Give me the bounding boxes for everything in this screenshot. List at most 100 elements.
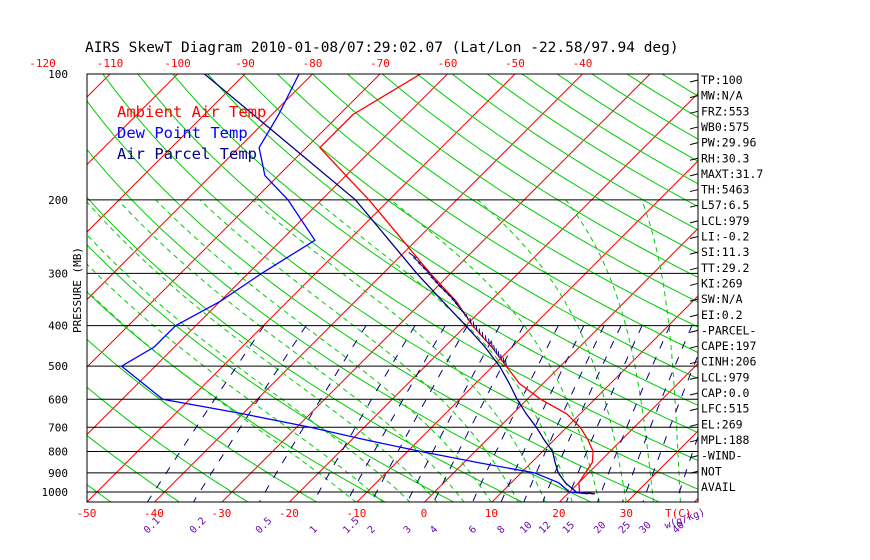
dry-adiabat-line bbox=[137, 74, 698, 462]
mixing-ratio-line bbox=[370, 325, 468, 502]
dry-adiabat-line bbox=[276, 74, 698, 354]
pressure-tick-label: 800 bbox=[48, 445, 68, 458]
index-tick bbox=[689, 329, 699, 333]
dry-adiabat-line bbox=[207, 74, 698, 406]
cape-hatch bbox=[442, 289, 452, 297]
cape-hatch bbox=[454, 302, 461, 309]
index-tick bbox=[689, 220, 699, 224]
cape-hatch bbox=[481, 331, 484, 339]
index-label: CAP:0.0 bbox=[701, 386, 750, 400]
mixing-ratio-line bbox=[406, 325, 501, 502]
index-tick bbox=[689, 236, 699, 239]
bottom-temp-tick-label: -40 bbox=[144, 507, 164, 520]
isotherm-line bbox=[221, 74, 651, 502]
bottom-temp-tick-label: 0 bbox=[421, 507, 428, 520]
series-line bbox=[318, 74, 595, 495]
cape-hatch bbox=[413, 257, 422, 264]
cape-hatch bbox=[426, 271, 435, 279]
mixing-ratio-line bbox=[523, 325, 605, 502]
isotherm-line bbox=[87, 74, 246, 233]
dry-adiabat-line bbox=[311, 74, 698, 328]
mixing-ratio-line bbox=[346, 325, 446, 502]
cape-hatch bbox=[438, 285, 447, 293]
index-label: FRZ:553 bbox=[701, 104, 750, 118]
dry-adiabat-line bbox=[734, 55, 870, 503]
index-tick bbox=[689, 282, 699, 286]
index-label: LFC:515 bbox=[701, 402, 749, 416]
moist-adiabat-line bbox=[565, 199, 654, 502]
dry-adiabat-line bbox=[102, 74, 698, 490]
cape-hatch bbox=[430, 276, 439, 284]
legend-entry: Ambient Air Temp bbox=[117, 103, 266, 121]
isotherm-line bbox=[153, 74, 584, 502]
isotherm-line bbox=[87, 74, 179, 166]
legend-entry: Air Parcel Temp bbox=[117, 145, 257, 163]
cape-hatch bbox=[422, 267, 431, 274]
mixing-ratio-label: 25 bbox=[617, 520, 633, 536]
index-tick bbox=[689, 361, 699, 365]
index-label: NOT bbox=[701, 464, 722, 478]
sounding-lines bbox=[120, 74, 595, 495]
index-tick bbox=[689, 455, 699, 459]
mixing-ratio-line bbox=[500, 325, 585, 502]
mixing-ratio-label: 30 bbox=[637, 520, 653, 536]
moist-adiabat-line bbox=[390, 199, 600, 502]
cape-hatch bbox=[408, 251, 417, 259]
index-label: CINH:206 bbox=[701, 355, 756, 369]
mixing-ratio-label: 20 bbox=[592, 520, 608, 536]
bottom-temp-tick-label: -10 bbox=[346, 507, 366, 520]
top-temp-tick-label: -50 bbox=[505, 57, 525, 70]
index-label: LCL:979 bbox=[701, 370, 750, 384]
moist-adiabat-line bbox=[87, 234, 411, 502]
bottom-temp-tick-label: 10 bbox=[485, 507, 498, 520]
index-label: TT:29.2 bbox=[701, 261, 749, 275]
index-tick bbox=[689, 189, 699, 193]
cape-hatch bbox=[497, 351, 500, 358]
top-temp-tick-label: -110 bbox=[97, 57, 124, 70]
index-label: -PARCEL- bbox=[701, 323, 756, 337]
cape-hatch bbox=[478, 328, 481, 335]
mixing-ratio-label: 0.2 bbox=[188, 516, 209, 537]
mixing-ratio-label: 2 bbox=[366, 524, 378, 536]
index-label: AVAIL bbox=[701, 480, 736, 494]
top-temp-tick-label: -40 bbox=[573, 57, 593, 70]
top-temp-tick-label: -60 bbox=[438, 57, 458, 70]
index-label: WB0:575 bbox=[701, 120, 749, 134]
top-temp-tick-label: -80 bbox=[303, 57, 323, 70]
index-tick bbox=[689, 470, 699, 474]
index-label: LI:-0.2 bbox=[701, 230, 749, 244]
moist-adiabat-line bbox=[87, 263, 384, 502]
dry-adiabat-line bbox=[835, 55, 870, 503]
index-tick bbox=[689, 95, 699, 99]
dry-adiabat-line bbox=[87, 244, 455, 502]
isotherm-line bbox=[491, 295, 698, 502]
y-axis-label: PRESSURE (MB) bbox=[71, 247, 84, 333]
index-label: MPL:188 bbox=[701, 433, 750, 447]
dry-adiabat-line bbox=[241, 74, 698, 380]
pressure-tick-label: 600 bbox=[48, 393, 68, 406]
mixing-ratio-line bbox=[312, 325, 416, 502]
isotherm-line bbox=[356, 160, 698, 502]
index-tick bbox=[689, 79, 699, 83]
mixing-ratio-label: 3 bbox=[402, 524, 414, 536]
index-tick bbox=[689, 173, 699, 177]
index-label: MW:N/A bbox=[701, 89, 743, 103]
pressure-tick-label: 300 bbox=[48, 267, 68, 280]
dry-adiabat-line bbox=[87, 386, 249, 502]
index-tick bbox=[689, 392, 699, 396]
series-line bbox=[120, 74, 588, 495]
index-label: SW:N/A bbox=[701, 292, 743, 306]
bottom-temp-tick-label: -50 bbox=[76, 507, 96, 520]
mixing-ratio-label: 12 bbox=[537, 520, 553, 536]
mixing-ratio-line bbox=[258, 325, 367, 502]
pressure-tick-label: 1000 bbox=[42, 486, 69, 499]
mixing-ratio-line bbox=[542, 325, 622, 502]
mixing-ratio-line bbox=[433, 325, 525, 502]
pressure-tick-label: 100 bbox=[48, 68, 68, 81]
mixing-ratio-label: 0.5 bbox=[254, 516, 275, 537]
chart-title: AIRS SkewT Diagram 2010-01-08/07:29:02.0… bbox=[85, 40, 679, 56]
isotherm-line bbox=[558, 362, 698, 502]
isobars: 100 200 300 400 500 600 700 800 900 1000 bbox=[42, 68, 698, 499]
